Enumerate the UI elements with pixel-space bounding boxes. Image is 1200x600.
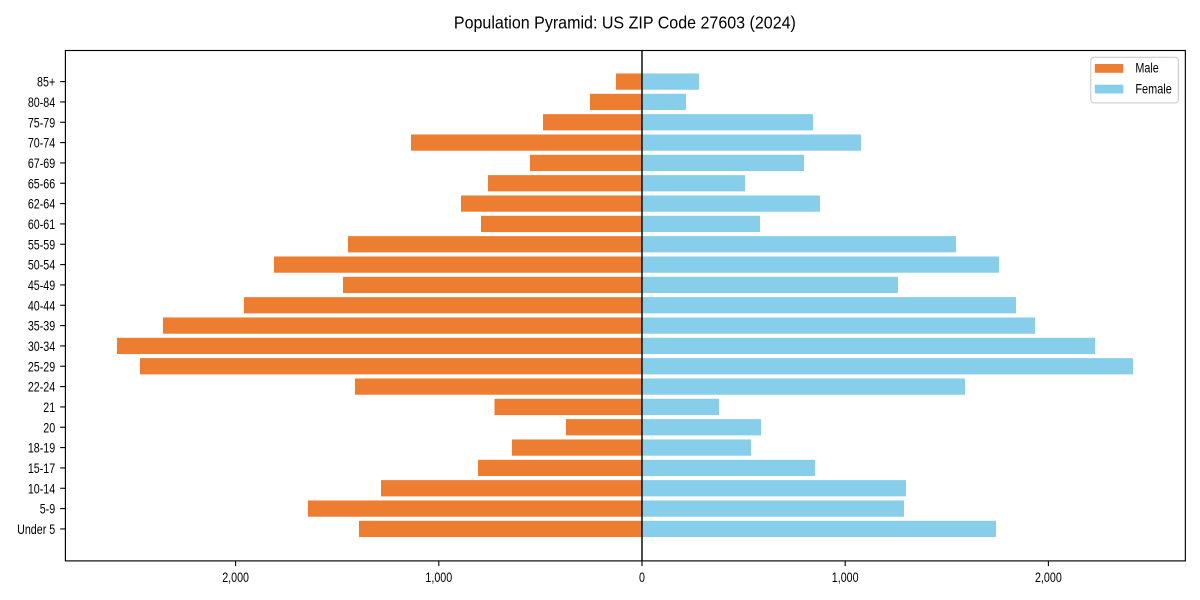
svg-text:15-17: 15-17 [28,460,56,476]
svg-text:10-14: 10-14 [28,480,56,496]
svg-text:60-61: 60-61 [28,216,56,232]
svg-text:65-66: 65-66 [28,175,56,191]
svg-text:25-29: 25-29 [28,358,56,374]
svg-text:55-59: 55-59 [28,236,56,252]
svg-text:2,000: 2,000 [1035,569,1062,585]
svg-text:1,000: 1,000 [425,569,452,585]
svg-text:18-19: 18-19 [28,440,56,456]
svg-text:Population Pyramid: US ZIP Cod: Population Pyramid: US ZIP Code 27603 (2… [454,12,796,32]
svg-text:62-64: 62-64 [28,196,56,212]
svg-text:35-39: 35-39 [28,318,56,334]
svg-text:21: 21 [43,399,55,415]
svg-text:20: 20 [43,419,55,435]
svg-text:80-84: 80-84 [28,94,56,110]
svg-text:Female: Female [1135,81,1172,97]
svg-text:70-74: 70-74 [28,135,56,151]
svg-text:1,000: 1,000 [832,569,859,585]
svg-text:75-79: 75-79 [28,114,56,130]
svg-text:30-34: 30-34 [28,338,56,354]
svg-text:2,000: 2,000 [222,569,249,585]
svg-text:22-24: 22-24 [28,379,56,395]
svg-text:40-44: 40-44 [28,297,56,313]
svg-text:45-49: 45-49 [28,277,56,293]
svg-text:85+: 85+ [37,74,55,90]
svg-text:Male: Male [1135,60,1159,76]
svg-text:Under 5: Under 5 [17,521,55,537]
svg-text:50-54: 50-54 [28,257,56,273]
svg-text:67-69: 67-69 [28,155,56,171]
svg-text:5-9: 5-9 [40,501,56,517]
svg-text:0: 0 [639,569,645,585]
